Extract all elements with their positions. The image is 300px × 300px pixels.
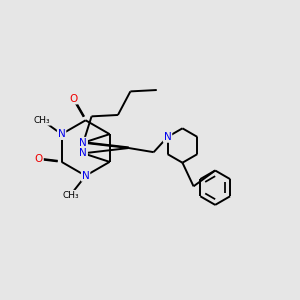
Text: O: O — [69, 94, 77, 103]
Text: N: N — [82, 171, 89, 181]
Text: O: O — [35, 154, 43, 164]
Text: CH₃: CH₃ — [34, 116, 50, 125]
Text: N: N — [80, 138, 87, 148]
Text: CH₃: CH₃ — [62, 191, 79, 200]
Text: N: N — [164, 132, 171, 142]
Text: N: N — [80, 148, 87, 158]
Text: N: N — [58, 129, 65, 139]
